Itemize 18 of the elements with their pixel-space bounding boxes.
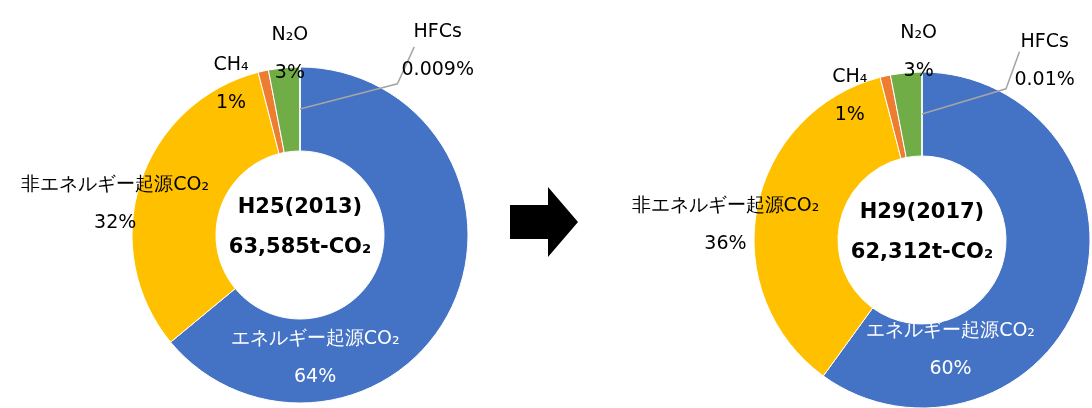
data-label: 60% — [929, 355, 972, 378]
slice-label: エネルギー起源CO₂ — [230, 326, 400, 349]
slice-label: CH₄ — [832, 64, 868, 87]
data-label: 64% — [294, 364, 337, 387]
slice-label: CH₄ — [213, 52, 250, 75]
slice-label: N₂O — [271, 22, 309, 45]
slice-label: N₂O — [900, 20, 938, 43]
data-label: 36% — [704, 231, 747, 254]
data-label: 0.009% — [401, 56, 474, 79]
text: H29(2017) — [859, 199, 985, 223]
text: H25(2013) — [237, 194, 363, 218]
slice-label: HFCs — [1020, 28, 1069, 51]
text: 63,585t-CO₂ — [228, 234, 372, 258]
data-label: 0.01% — [1014, 66, 1075, 89]
slice-label: HFCs — [413, 18, 462, 41]
data-label: 1% — [216, 90, 247, 113]
text: 62,312t-CO₂ — [850, 239, 994, 263]
data-label: 1% — [834, 102, 865, 125]
